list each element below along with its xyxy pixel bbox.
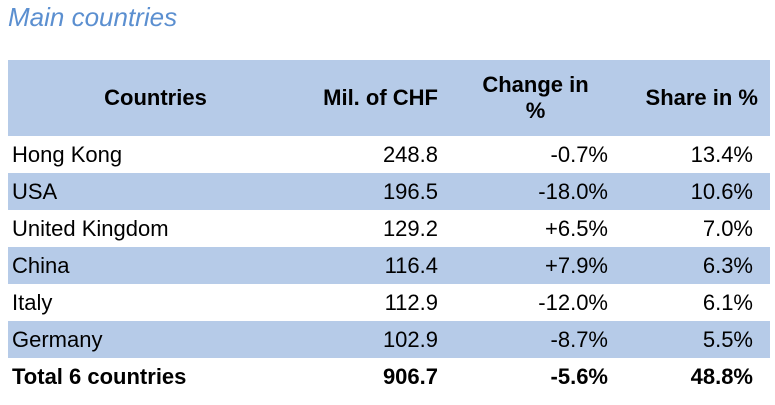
cell: 6.3%: [702, 252, 753, 278]
data-row: United Kingdom 129.2 +6.5% 7.0%: [8, 210, 770, 247]
cell: Share in %: [645, 85, 758, 110]
cell: 116.4: [384, 252, 438, 278]
cell: -12.0%: [538, 289, 608, 315]
cell: 10.6%: [690, 178, 753, 204]
cell: United Kingdom: [12, 215, 169, 241]
cell: -0.7%: [550, 141, 608, 167]
cell: 112.9: [384, 289, 438, 315]
header-row: Countries Mil. of CHF Change in % Share in …: [8, 60, 770, 136]
data-row: China 116.4 +7.9% 6.3%: [8, 247, 770, 284]
cell: USA: [12, 178, 58, 204]
data-row: USA 196.5 -18.0% 10.6%: [8, 173, 770, 210]
cell: Total 6 countries: [12, 363, 187, 389]
cell: -5.6%: [550, 363, 608, 389]
cell: -18.0%: [538, 178, 608, 204]
cell: Change in %: [482, 72, 589, 123]
data-row: Hong Kong 248.8 -0.7% 13.4%: [8, 136, 770, 173]
cell: Countries: [104, 85, 207, 110]
cell: 102.9: [382, 326, 438, 352]
cell: 5.5%: [702, 326, 753, 352]
cell: +6.5%: [545, 215, 608, 241]
data-row: Italy 112.9 -12.0% 6.1%: [8, 284, 770, 321]
cell: 129.2: [382, 215, 438, 241]
cell: 6.1%: [702, 289, 753, 315]
cell: +7.9%: [545, 252, 608, 278]
cell: Hong Kong: [12, 141, 123, 167]
data-row: Germany 102.9 -8.7% 5.5%: [8, 321, 770, 358]
cell: China: [12, 252, 70, 278]
cell: 906.7: [382, 363, 438, 389]
cell: Germany: [12, 326, 103, 352]
cell: 7.0%: [702, 215, 753, 241]
cell: 48.8%: [690, 363, 753, 389]
cell: 13.4%: [690, 141, 753, 167]
cell: 196.5: [382, 178, 438, 204]
cell: Mil. of CHF: [323, 85, 438, 110]
cell: Italy: [12, 289, 53, 315]
total-row: Total 6 countries 906.7 -5.6% 48.8%: [8, 358, 770, 395]
title: Main countries: [8, 2, 178, 32]
cell: -8.7%: [550, 326, 608, 352]
cell: 248.8: [382, 141, 438, 167]
